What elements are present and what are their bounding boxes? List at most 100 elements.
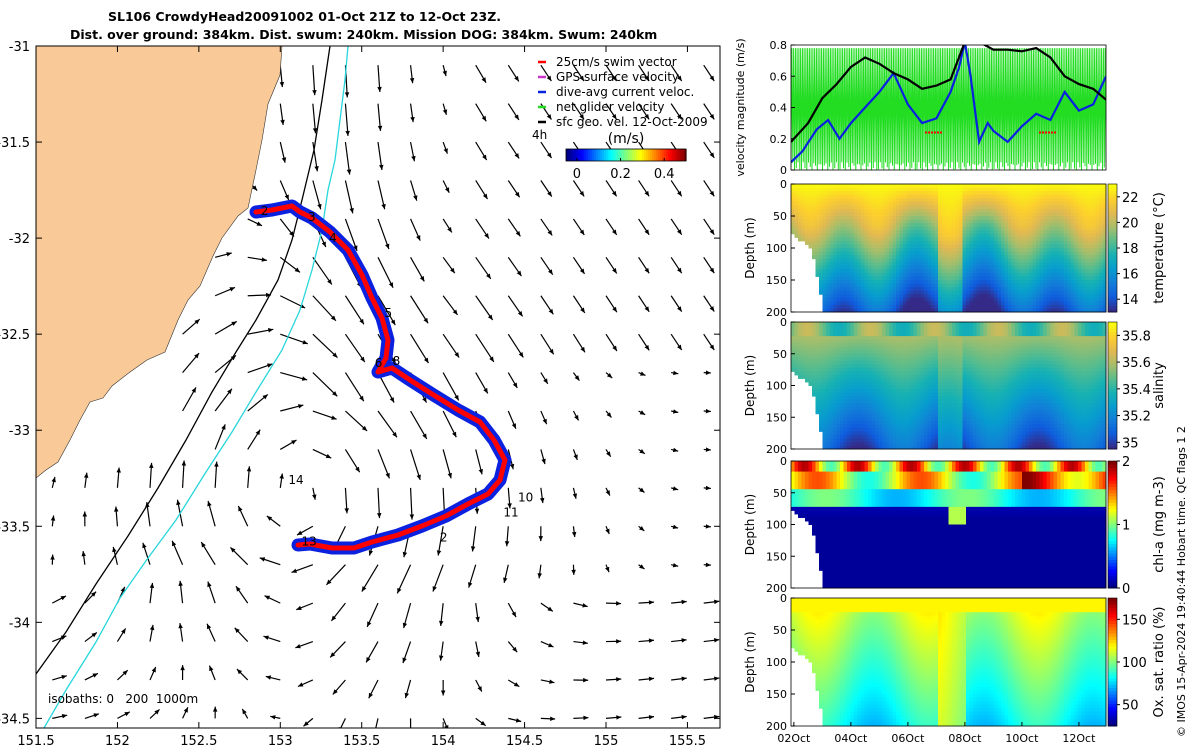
velocity-arrow — [344, 103, 349, 137]
velocity-arrowhead — [432, 586, 437, 592]
velocity-arrowhead — [368, 692, 373, 699]
velocity-arrowhead — [212, 706, 218, 712]
colorbar-tick-label: 0.2 — [610, 167, 631, 182]
vel-y-axis-label: velocity magnitude (m/s) — [734, 38, 747, 176]
depth-tick-label: 0 — [780, 178, 787, 191]
velocity-arrow — [375, 718, 379, 728]
velocity-arrowhead — [611, 190, 617, 197]
depth-tick-label: 100 — [766, 242, 787, 255]
velocity-arrowhead — [207, 500, 212, 507]
velocity-arrowhead — [361, 425, 368, 431]
velocity-arrowhead — [547, 606, 553, 612]
velocity-arrowhead — [377, 86, 382, 93]
velocity-arrowhead — [284, 194, 289, 200]
velocity-arrowhead — [582, 640, 588, 645]
velocity-arrowhead — [230, 547, 236, 553]
legend-label: net glider velocity — [556, 100, 664, 114]
map-y-tick-label: -34 — [9, 616, 30, 631]
colorbar-tick-label: 1 — [1122, 519, 1130, 534]
velocity-arrowhead — [265, 292, 272, 298]
velocity-arrowhead — [391, 357, 396, 364]
right-panels[interactable]: 0 0.2 0.4 0.6 0.8 velocity magnitude (m/s) 0 5… — [730, 0, 1200, 750]
map-x-tick-label: 153 — [268, 734, 293, 749]
velocity-arrowhead — [280, 119, 285, 125]
velocity-arrowhead — [482, 154, 487, 161]
velocity-arrowhead — [481, 77, 487, 83]
velocity-arrowhead — [705, 408, 711, 414]
velocity-arrow — [475, 333, 495, 363]
velocity-arrowhead — [612, 345, 617, 352]
velocity-arrowhead — [709, 152, 715, 158]
velocity-arrowhead — [50, 515, 56, 521]
velocity-arrowhead — [330, 315, 336, 321]
velocity-arrowhead — [547, 230, 553, 236]
velocity-arrowhead — [355, 466, 360, 473]
velocity-arrowhead — [447, 472, 452, 479]
velocity-arrowhead — [677, 229, 682, 235]
track-day-label: 14 — [288, 473, 303, 487]
velocity-arrow — [442, 372, 460, 401]
velocity-arrowhead — [484, 233, 489, 239]
velocity-arrowhead — [507, 503, 512, 509]
net-glider-velocity-line — [791, 48, 1106, 170]
velocity-arrowhead — [267, 363, 273, 368]
velocity-arrowhead — [444, 725, 449, 728]
colorbar-tick-label: 35.4 — [1122, 383, 1151, 398]
velocity-arrowhead — [681, 714, 687, 720]
colorbar-tick-label: 0.4 — [654, 167, 675, 182]
track-day-label: 2 — [261, 204, 269, 218]
colorbar-tick-label: 22 — [1122, 191, 1139, 206]
velocity-arrowhead — [377, 512, 382, 519]
velocity-arrowhead — [705, 447, 711, 452]
map-x-tick-label: 151.5 — [17, 734, 54, 749]
velocity-arrowhead — [470, 546, 476, 552]
velocity-arrowhead — [482, 193, 488, 200]
velocity-arrowhead — [714, 599, 720, 605]
colorbar-tick-label: 150 — [1122, 613, 1147, 628]
velocity-arrowhead — [440, 690, 446, 696]
colorbar-label: chl-a (mg m-3) — [1152, 476, 1167, 573]
velocity-arrowhead — [538, 536, 544, 542]
velocity-arrowhead — [93, 713, 99, 718]
velocity-arrowhead — [681, 676, 687, 681]
velocity-arrowhead — [639, 564, 645, 569]
velocity-arrowhead — [326, 579, 332, 585]
depth-tick-label: 150 — [766, 688, 787, 701]
velocity-arrowhead — [312, 90, 317, 96]
velocity-arrowhead — [345, 130, 350, 136]
depth-tick-label: 50 — [773, 487, 787, 500]
velocity-arrowhead — [416, 235, 421, 241]
velocity-arrowhead — [475, 651, 481, 657]
velocity-arrowhead — [194, 319, 200, 325]
depth-tick-label: 0 — [780, 316, 787, 329]
velocity-arrowhead — [572, 493, 578, 499]
map-y-tick-label: -33 — [9, 424, 30, 439]
velocity-arrow — [377, 295, 396, 326]
track-day-label: 8 — [393, 354, 401, 368]
colorbar-tick-label: 2 — [1122, 455, 1130, 470]
velocity-arrowhead — [81, 551, 86, 557]
map-x-tick-label: 154 — [431, 734, 456, 749]
velocity-arrow — [344, 295, 365, 325]
velocity-arrowhead — [511, 423, 516, 429]
velocity-arrowhead — [639, 526, 645, 531]
velocity-arrowhead — [452, 431, 457, 438]
velocity-arrowhead — [297, 530, 303, 536]
velocity-arrowhead — [644, 190, 650, 197]
map-y-tick-label: -31 — [9, 40, 30, 55]
velocity-arrowhead — [242, 708, 247, 715]
colorbar-tick-label: 0 — [1122, 582, 1130, 597]
vel-y-tick-label: 0.8 — [770, 39, 788, 52]
velocity-arrowhead — [194, 353, 200, 359]
map-x-tick-label: 155.5 — [669, 734, 706, 749]
velocity-arrowhead — [677, 190, 682, 197]
map-y-tick-label: -34.5 — [0, 712, 30, 727]
sfc-geo-velocity-line — [791, 45, 1106, 143]
depth-tick-label: 100 — [766, 380, 787, 393]
velocity-arrowhead — [644, 75, 650, 82]
velocity-arrowhead — [480, 720, 486, 726]
velocity-arrowhead — [388, 282, 394, 288]
velocity-arrowhead — [611, 75, 617, 82]
